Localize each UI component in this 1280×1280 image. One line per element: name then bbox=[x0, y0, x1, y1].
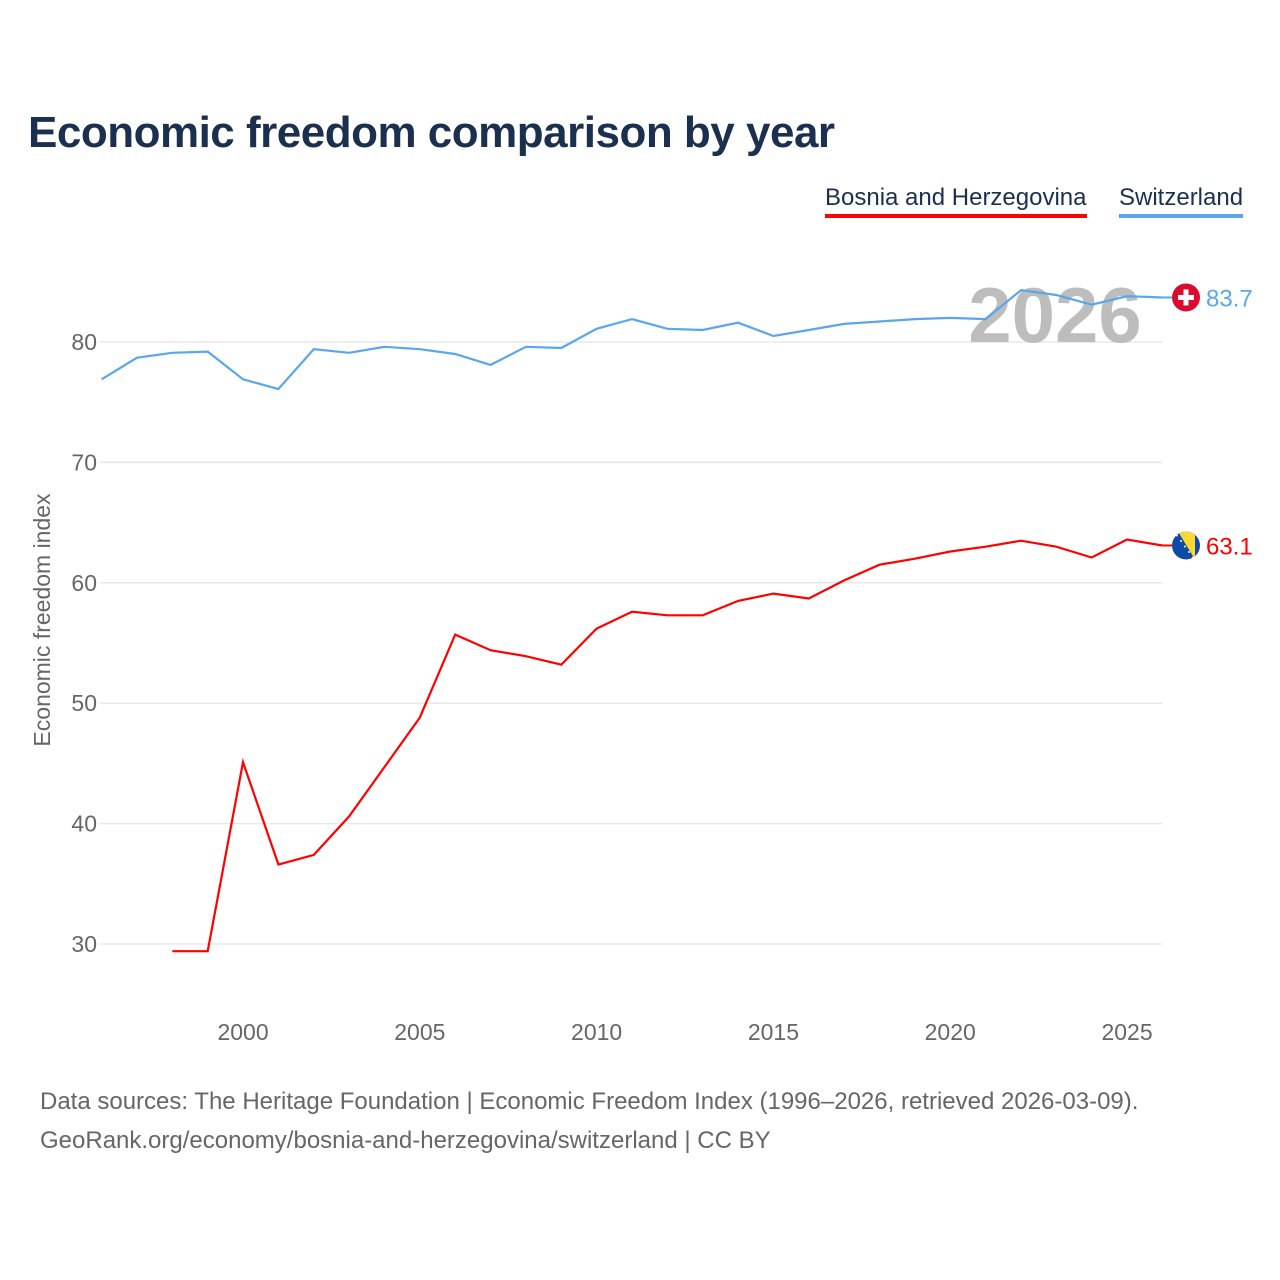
y-tick-label: 50 bbox=[71, 690, 97, 716]
end-value-label: 83.7 bbox=[1206, 285, 1253, 312]
x-tick-label: 2010 bbox=[571, 1019, 622, 1045]
y-tick-label: 40 bbox=[71, 811, 97, 837]
footer-url[interactable]: GeoRank.org/economy/bosnia-and-herzegovi… bbox=[40, 1127, 771, 1154]
x-tick-label: 2020 bbox=[925, 1019, 976, 1045]
legend-switzerland[interactable]: Switzerland bbox=[1119, 184, 1244, 218]
year-watermark: 2026 bbox=[968, 271, 1142, 359]
y-tick-label: 80 bbox=[71, 329, 97, 355]
switzerland-flag-icon bbox=[1172, 283, 1200, 312]
x-tick-label: 2005 bbox=[394, 1019, 445, 1045]
y-axis-label: Economic freedom index bbox=[29, 493, 55, 747]
end-value-label: 63.1 bbox=[1206, 533, 1253, 560]
x-tick-label: 2015 bbox=[748, 1019, 799, 1045]
chart-title: Economic freedom comparison by year bbox=[28, 108, 835, 157]
legend-bosnia[interactable]: Bosnia and Herzegovina bbox=[825, 184, 1087, 218]
y-tick-label: 70 bbox=[71, 449, 97, 475]
footer-sources: Data sources: The Heritage Foundation | … bbox=[40, 1088, 1139, 1115]
series-line-bosnia bbox=[172, 538, 1163, 953]
y-tick-label: 30 bbox=[71, 931, 97, 957]
bosnia-flag-icon bbox=[1172, 531, 1200, 560]
x-tick-label: 2000 bbox=[217, 1019, 268, 1045]
x-tick-label: 2025 bbox=[1101, 1019, 1152, 1045]
y-tick-label: 60 bbox=[71, 570, 97, 596]
